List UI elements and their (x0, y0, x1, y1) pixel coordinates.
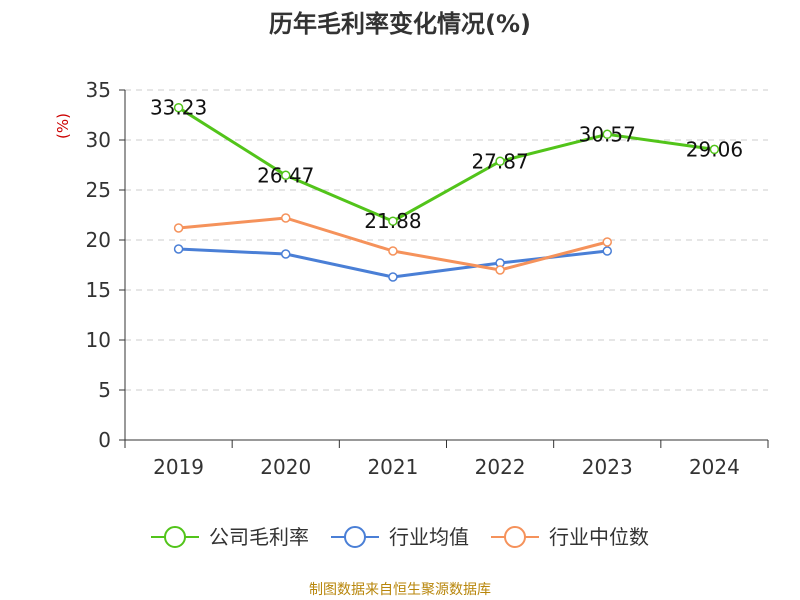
legend-item-0[interactable]: 公司毛利率 (151, 525, 309, 549)
legend-item-1[interactable]: 行业均值 (331, 525, 469, 549)
y-tick-label: 30 (86, 128, 111, 152)
x-tick-label: 2021 (367, 455, 418, 479)
data-point (495, 265, 505, 275)
x-tick-label: 2023 (582, 455, 633, 479)
x-tick-label: 2022 (475, 455, 526, 479)
data-point (281, 213, 291, 223)
legend-label: 行业中位数 (549, 525, 649, 549)
y-tick-label: 5 (98, 378, 111, 402)
series-line-0 (177, 106, 715, 223)
data-point (281, 249, 291, 259)
data-point (602, 129, 612, 140)
data-label: 29.06 (686, 137, 743, 161)
y-axis-label: (%) (54, 113, 72, 139)
x-tick-label: 2020 (260, 455, 311, 479)
data-point (709, 144, 720, 155)
legend-marker-icon (504, 526, 526, 548)
y-tick-label: 10 (86, 328, 111, 352)
data-point (173, 244, 184, 254)
legend-marker-icon (344, 526, 366, 548)
legend-label: 公司毛利率 (209, 525, 309, 549)
legend-item-2[interactable]: 行业中位数 (491, 525, 649, 549)
x-axis: 2019 2020 2021 2022 2023 2024 (124, 439, 769, 479)
y-tick-label: 25 (86, 178, 111, 202)
x-tick-label: 2019 (153, 455, 204, 479)
data-point (388, 246, 398, 256)
data-point (602, 246, 612, 256)
legend-label: 行业均值 (389, 525, 469, 549)
y-tick-label: 20 (86, 228, 111, 252)
legend[interactable]: 公司毛利率 行业均值 行业中位数 (151, 525, 649, 549)
data-point (281, 170, 291, 181)
data-label: 26.47 (257, 163, 314, 187)
data-label: 21.88 (364, 209, 421, 233)
series-group (173, 102, 720, 282)
y-tick-label: 15 (86, 278, 111, 302)
y-axis: 0 5 10 15 20 25 30 35 (86, 78, 126, 452)
data-label: 30.57 (579, 122, 636, 146)
legend-marker-icon (164, 526, 186, 548)
x-tick-label: 2024 (689, 455, 740, 479)
data-point (388, 216, 398, 226)
data-point (495, 156, 505, 167)
y-tick-label: 0 (98, 428, 111, 452)
y-tick-label: 35 (86, 78, 111, 102)
data-point (388, 272, 398, 282)
data-labels: 33.23 26.47 21.88 27.87 30.57 29.06 (150, 96, 743, 234)
data-label: 27.87 (471, 149, 528, 173)
source-note: 制图数据来自恒生聚源数据库 (309, 582, 491, 598)
data-label: 33.23 (150, 96, 207, 120)
chart-title: 历年毛利率变化情况(%) (269, 10, 531, 38)
data-point (173, 223, 184, 233)
data-point (602, 237, 612, 247)
data-point (173, 102, 184, 113)
